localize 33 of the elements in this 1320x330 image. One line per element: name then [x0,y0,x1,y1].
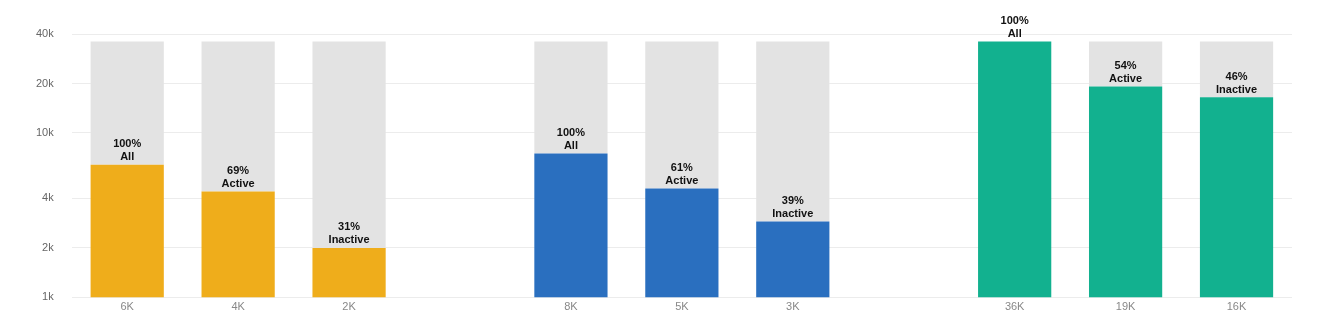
bar [978,41,1052,298]
bar [534,153,608,298]
annotation: 100% All [556,126,586,152]
annotation: 46% Inactive [1216,69,1258,95]
y-tick-label: 2k [42,240,55,253]
y-tick-label: 10k [35,126,55,139]
y-tick-label: 40k [35,27,55,40]
annotation: 54% Active [1109,58,1143,84]
x-tick-label: 5K [675,300,690,313]
bar [90,164,164,298]
y-tick-label: 20k [35,76,55,89]
annotation: 69% Active [221,164,255,190]
annotation: 100% All [1000,14,1029,40]
y-tick-label: 4k [42,191,55,204]
bar [201,191,275,298]
annotation: 61% Active [665,160,699,186]
x-tick-label: 16K [1226,300,1247,313]
x-tick-label: 19K [1115,300,1137,313]
bar [1088,86,1163,298]
bar [312,247,386,298]
bar [645,188,719,298]
x-tick-label: 3K [786,300,801,313]
x-tick-label: 8K [564,300,579,313]
x-tick-label: 6K [120,300,135,313]
x-tick-label: 4K [231,300,246,313]
bar [1199,97,1274,298]
x-tick-label: 2K [342,300,357,313]
bar [756,221,830,298]
annotation: 31% Inactive [328,220,370,246]
y-tick-label: 1k [42,290,55,303]
x-tick-label: 36K [1004,300,1026,313]
annotation: 39% Inactive [772,193,814,219]
annotation: 100% All [113,137,142,163]
